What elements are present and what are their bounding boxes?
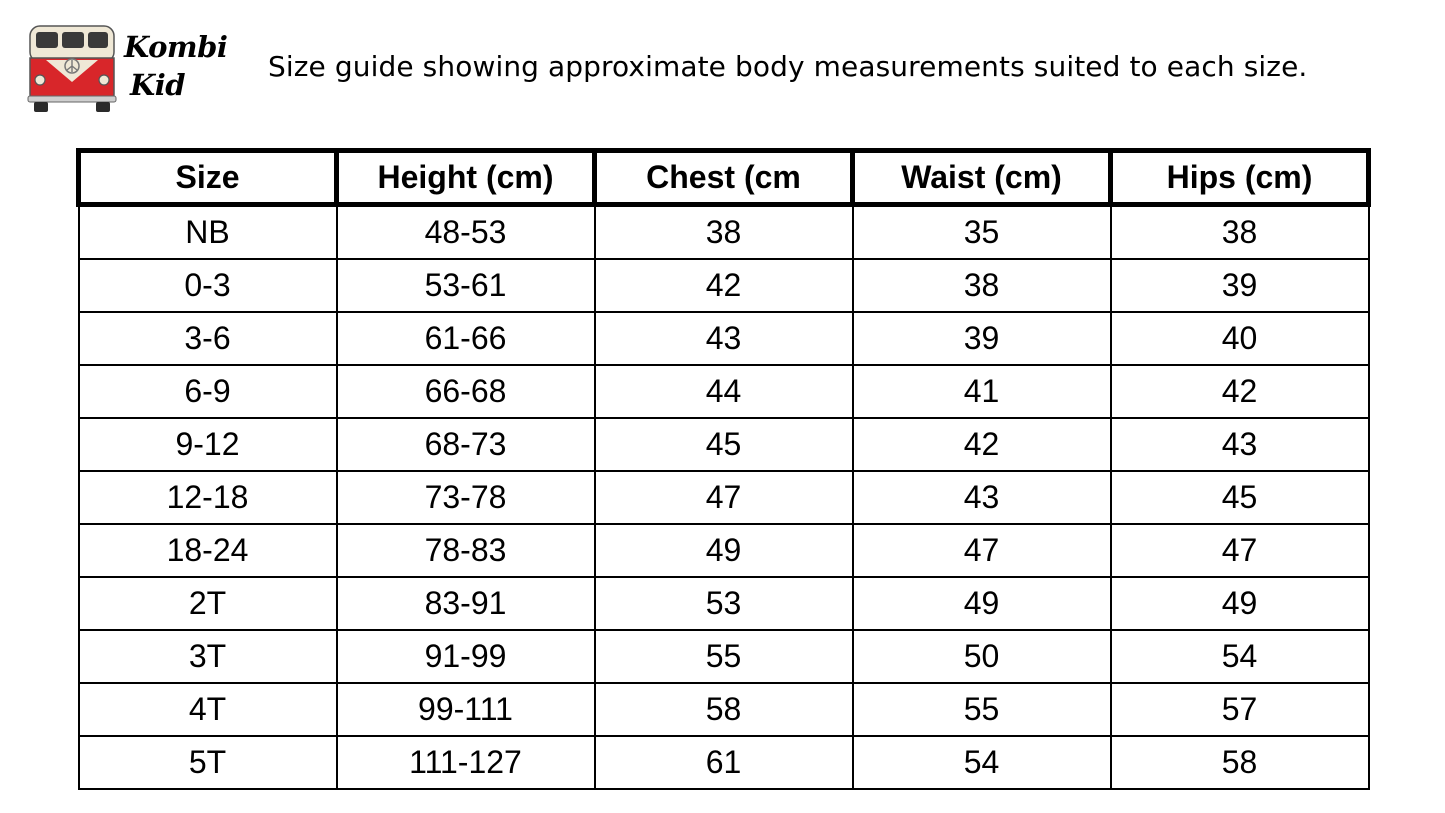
table-row: NB 48-53 38 35 38 [77, 204, 1370, 260]
table-row: 18-24 78-83 49 47 47 [77, 523, 1370, 578]
cell-hips: 42 [1109, 364, 1370, 419]
cell-size: NB [77, 204, 338, 260]
cell-size: 12-18 [77, 470, 338, 525]
cell-chest: 55 [593, 629, 854, 684]
cell-chest: 53 [593, 576, 854, 631]
cell-height: 78-83 [335, 523, 596, 578]
cell-size: 3-6 [77, 311, 338, 366]
cell-height: 48-53 [335, 204, 596, 260]
cell-hips: 43 [1109, 417, 1370, 472]
size-guide-table-container: Size Height (cm) Chest (cm Waist (cm) Hips (… [76, 148, 1371, 790]
cell-size: 6-9 [77, 364, 338, 419]
cell-chest: 61 [593, 735, 854, 790]
cell-height: 99-111 [335, 682, 596, 737]
cell-waist: 39 [851, 311, 1112, 366]
brand-line-2: Kid [130, 68, 186, 102]
cell-hips: 40 [1109, 311, 1370, 366]
cell-chest: 49 [593, 523, 854, 578]
table-header: Size Height (cm) Chest (cm Waist (cm) Hips (… [76, 148, 1371, 207]
cell-height: 91-99 [335, 629, 596, 684]
cell-waist: 43 [851, 470, 1112, 525]
cell-chest: 47 [593, 470, 854, 525]
cell-waist: 54 [851, 735, 1112, 790]
cell-waist: 47 [851, 523, 1112, 578]
table-row: 9-12 68-73 45 42 43 [77, 417, 1370, 472]
cell-size: 4T [77, 682, 338, 737]
brand-logo: Kombi Kid [26, 20, 231, 116]
column-header-size: Size [76, 148, 339, 207]
table-body: NB 48-53 38 35 38 0-3 53-61 42 38 39 3-6 61-66 43 39 4… [77, 204, 1370, 790]
cell-size: 3T [77, 629, 338, 684]
cell-height: 61-66 [335, 311, 596, 366]
cell-waist: 49 [851, 576, 1112, 631]
table-row: 6-9 66-68 44 41 42 [77, 364, 1370, 419]
table-row: 3T 91-99 55 50 54 [77, 629, 1370, 684]
cell-waist: 38 [851, 258, 1112, 313]
cell-size: 9-12 [77, 417, 338, 472]
cell-hips: 54 [1109, 629, 1370, 684]
table-row: 0-3 53-61 42 38 39 [77, 258, 1370, 313]
size-guide-table: Size Height (cm) Chest (cm Waist (cm) Hips (… [76, 148, 1371, 790]
cell-chest: 45 [593, 417, 854, 472]
cell-size: 5T [77, 735, 338, 790]
cell-height: 68-73 [335, 417, 596, 472]
cell-height: 83-91 [335, 576, 596, 631]
cell-waist: 35 [851, 204, 1112, 260]
cell-chest: 38 [593, 204, 854, 260]
cell-waist: 50 [851, 629, 1112, 684]
cell-hips: 47 [1109, 523, 1370, 578]
cell-waist: 42 [851, 417, 1112, 472]
cell-hips: 38 [1109, 204, 1370, 260]
cell-chest: 58 [593, 682, 854, 737]
brand-wordmark: Kombi Kid [124, 28, 234, 104]
cell-chest: 44 [593, 364, 854, 419]
cell-hips: 58 [1109, 735, 1370, 790]
kombi-bus-icon [27, 25, 117, 112]
cell-hips: 57 [1109, 682, 1370, 737]
cell-height: 53-61 [335, 258, 596, 313]
column-header-hips: Hips (cm) [1108, 148, 1371, 207]
header: Kombi Kid Size guide showing approximate… [0, 0, 1445, 130]
cell-waist: 55 [851, 682, 1112, 737]
header-row: Size Height (cm) Chest (cm Waist (cm) Hips (… [76, 148, 1371, 207]
cell-height: 66-68 [335, 364, 596, 419]
cell-chest: 43 [593, 311, 854, 366]
cell-size: 18-24 [77, 523, 338, 578]
table-row: 3-6 61-66 43 39 40 [77, 311, 1370, 366]
table-row: 5T 111-127 61 54 58 [77, 735, 1370, 790]
cell-height: 111-127 [335, 735, 596, 790]
table-row: 12-18 73-78 47 43 45 [77, 470, 1370, 525]
brand-line-1: Kombi [124, 30, 228, 64]
column-header-chest: Chest (cm [592, 148, 855, 207]
cell-hips: 39 [1109, 258, 1370, 313]
cell-size: 2T [77, 576, 338, 631]
page-caption: Size guide showing approximate body meas… [268, 50, 1308, 83]
cell-height: 73-78 [335, 470, 596, 525]
cell-waist: 41 [851, 364, 1112, 419]
column-header-height: Height (cm) [334, 148, 597, 207]
cell-chest: 42 [593, 258, 854, 313]
cell-size: 0-3 [77, 258, 338, 313]
cell-hips: 45 [1109, 470, 1370, 525]
column-header-waist: Waist (cm) [850, 148, 1113, 207]
table-row: 4T 99-111 58 55 57 [77, 682, 1370, 737]
cell-hips: 49 [1109, 576, 1370, 631]
table-row: 2T 83-91 53 49 49 [77, 576, 1370, 631]
